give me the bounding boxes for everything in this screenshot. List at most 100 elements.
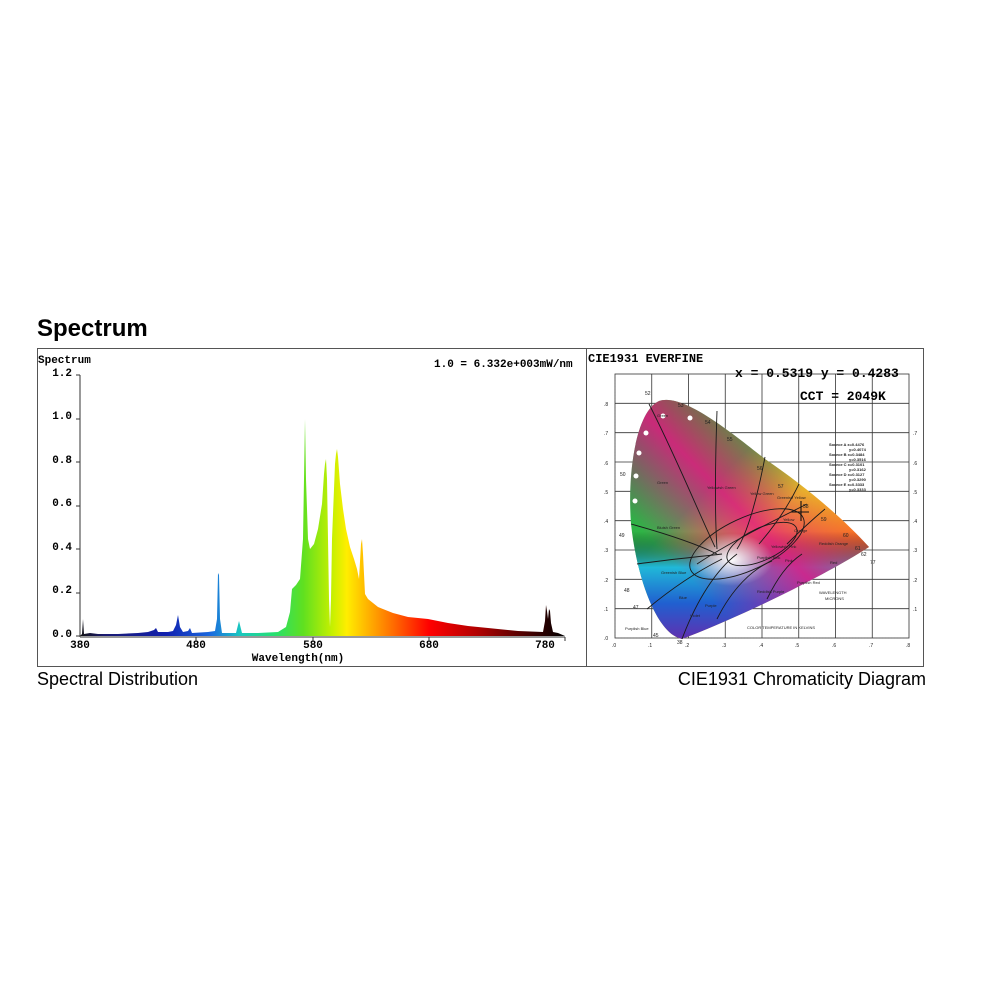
- svg-text:61: 61: [855, 546, 861, 552]
- svg-text:Source E x=0.3333: Source E x=0.3333: [829, 482, 865, 487]
- normalization-label: 1.0 = 6.332e+003mW/nm: [434, 359, 573, 371]
- xtick: 380: [70, 640, 90, 652]
- svg-text:.6: .6: [604, 461, 608, 467]
- svg-text:.2: .2: [913, 578, 917, 584]
- svg-text:COLOR TEMPERATURE IN KELVINS: COLOR TEMPERATURE IN KELVINS: [747, 625, 815, 630]
- svg-text:.7: .7: [869, 643, 873, 649]
- svg-text:Bluish Green: Bluish Green: [657, 525, 680, 530]
- svg-text:Pink: Pink: [785, 558, 793, 563]
- spectrum-plot: [76, 374, 566, 641]
- spectrum-corner-label: Spectrum: [38, 355, 91, 367]
- spectral-distribution-caption: Spectral Distribution: [37, 669, 199, 689]
- svg-text:Greenish Blue: Greenish Blue: [661, 570, 687, 575]
- svg-text:y=0.3516: y=0.3516: [849, 457, 867, 462]
- svg-text:.7: .7: [604, 431, 608, 437]
- svg-text:48: 48: [624, 588, 630, 594]
- svg-text:57: 57: [778, 484, 784, 490]
- xtick: 480: [186, 640, 206, 652]
- svg-text:.4: .4: [913, 519, 917, 525]
- svg-text:Purplish Red: Purplish Red: [797, 580, 820, 585]
- svg-text:Red: Red: [830, 560, 837, 565]
- svg-text:.5: .5: [604, 490, 608, 496]
- ytick: 0.2: [52, 585, 72, 597]
- svg-text:Source A x=0.4476: Source A x=0.4476: [829, 442, 865, 447]
- x-axis-label: Wavelength(nm): [251, 653, 345, 665]
- svg-text:.0: .0: [612, 643, 616, 649]
- svg-text:56: 56: [757, 466, 763, 472]
- chromaticity-coordinates: x = 0.5319 y = 0.4283: [735, 366, 899, 381]
- svg-text:Yellowish Green: Yellowish Green: [707, 485, 736, 490]
- xtick: 780: [535, 640, 555, 652]
- section-title: Spectrum: [37, 315, 148, 342]
- svg-text:y=0.4074: y=0.4074: [849, 447, 867, 452]
- svg-text:60: 60: [843, 533, 849, 539]
- svg-text:.1: .1: [648, 643, 652, 649]
- xtick: 680: [419, 640, 439, 652]
- svg-text:Green: Green: [657, 480, 668, 485]
- svg-text:Yellow: Yellow: [783, 517, 795, 522]
- svg-text:49: 49: [619, 533, 625, 539]
- svg-text:52: 52: [645, 391, 651, 397]
- svg-text:.8: .8: [604, 402, 608, 408]
- cie-diagram-caption: CIE1931 Chromaticity Diagram: [677, 669, 926, 689]
- svg-text:.4: .4: [759, 643, 763, 649]
- svg-text:54: 54: [705, 420, 711, 426]
- svg-text:Greenish Yellow: Greenish Yellow: [777, 495, 806, 500]
- svg-text:.1: .1: [913, 607, 917, 613]
- svg-text:.2: .2: [685, 643, 689, 649]
- xtick: 580: [303, 640, 323, 652]
- svg-text:.3: .3: [722, 643, 726, 649]
- svg-text:Reddish Orange: Reddish Orange: [819, 541, 849, 546]
- svg-text:Green: Green: [657, 413, 668, 418]
- svg-text:MICRONS: MICRONS: [825, 596, 844, 601]
- svg-text:.8: .8: [906, 643, 910, 649]
- svg-text:.6: .6: [913, 461, 917, 467]
- svg-text:38: 38: [677, 640, 683, 646]
- svg-text:59: 59: [821, 517, 827, 523]
- svg-text:Violet: Violet: [690, 613, 701, 618]
- svg-text:Yellow Green: Yellow Green: [750, 491, 774, 496]
- svg-text:62: 62: [861, 552, 867, 558]
- chart-frame: Spectrum 1.0 = 6.332e+003mW/nm 1.2 1.0 0…: [37, 348, 924, 667]
- svg-text:.3: .3: [604, 548, 608, 554]
- svg-text:55: 55: [727, 437, 733, 443]
- svg-text:50: 50: [620, 472, 626, 478]
- svg-text:Purple: Purple: [705, 603, 717, 608]
- svg-text:Yellowish Pink: Yellowish Pink: [771, 544, 796, 549]
- svg-text:y=0.3290: y=0.3290: [849, 477, 867, 482]
- svg-text:Purplish Blue: Purplish Blue: [625, 626, 649, 631]
- svg-text:77: 77: [870, 560, 876, 566]
- ytick: 1.2: [52, 368, 72, 380]
- ytick: 0.4: [52, 542, 72, 554]
- svg-text:.5: .5: [913, 490, 917, 496]
- ytick: 1.0: [52, 411, 72, 423]
- cie-title: CIE1931 EVERFINE: [588, 352, 704, 366]
- svg-text:y=0.3333: y=0.3333: [849, 487, 867, 492]
- svg-text:.2: .2: [604, 578, 608, 584]
- svg-text:.0: .0: [604, 636, 608, 642]
- svg-text:Blue: Blue: [679, 595, 688, 600]
- svg-text:.6: .6: [832, 643, 836, 649]
- ytick: 0.8: [52, 455, 72, 467]
- svg-text:58: 58: [803, 504, 809, 510]
- svg-text:Source B x=0.3484: Source B x=0.3484: [829, 452, 865, 457]
- svg-text:.4: .4: [604, 519, 608, 525]
- svg-text:53: 53: [678, 403, 684, 409]
- svg-text:Source D x=0.3127: Source D x=0.3127: [829, 472, 865, 477]
- svg-text:WAVELENGTH: WAVELENGTH: [819, 590, 847, 595]
- svg-text:45: 45: [653, 633, 659, 639]
- ytick: 0.0: [52, 629, 72, 641]
- panel-divider: [586, 349, 587, 666]
- measured-point-marker: [791, 501, 809, 521]
- svg-text:Reddish Purple: Reddish Purple: [757, 589, 785, 594]
- svg-text:.1: .1: [604, 607, 608, 613]
- ytick: 0.6: [52, 498, 72, 510]
- svg-text:Source C x=0.3101: Source C x=0.3101: [829, 462, 865, 467]
- svg-text:.3: .3: [913, 548, 917, 554]
- svg-text:Orange: Orange: [794, 528, 808, 533]
- svg-text:y=0.3162: y=0.3162: [849, 467, 867, 472]
- svg-text:.5: .5: [795, 643, 799, 649]
- svg-text:Purplish Pink: Purplish Pink: [757, 555, 780, 560]
